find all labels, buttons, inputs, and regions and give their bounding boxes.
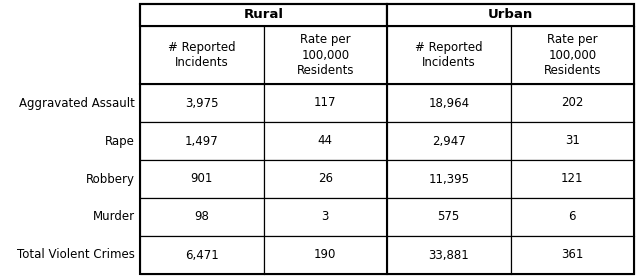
Text: 202: 202	[561, 97, 584, 110]
Text: Rural: Rural	[243, 9, 284, 22]
Text: 33,881: 33,881	[428, 248, 469, 261]
Text: # Reported
Incidents: # Reported Incidents	[415, 41, 483, 69]
Text: 117: 117	[314, 97, 337, 110]
Text: Aggravated Assault: Aggravated Assault	[19, 97, 135, 110]
Text: Rate per
100,000
Residents: Rate per 100,000 Residents	[296, 33, 354, 76]
Bar	[140, 26, 264, 84]
Text: 31: 31	[565, 134, 580, 147]
Bar	[387, 236, 511, 274]
Bar	[264, 198, 387, 236]
Text: 6,471: 6,471	[185, 248, 219, 261]
Bar	[140, 84, 264, 122]
Bar	[264, 84, 387, 122]
Bar	[511, 236, 634, 274]
Text: 26: 26	[317, 172, 333, 185]
Text: Robbery: Robbery	[86, 172, 135, 185]
Bar	[264, 122, 387, 160]
Bar	[264, 236, 387, 274]
Text: Rape: Rape	[105, 134, 135, 147]
Bar	[387, 198, 511, 236]
Text: 901: 901	[191, 172, 213, 185]
Bar	[140, 198, 264, 236]
Bar	[511, 84, 634, 122]
Text: 2,947: 2,947	[432, 134, 466, 147]
Text: Urban: Urban	[488, 9, 533, 22]
Bar	[511, 26, 634, 84]
Bar	[140, 160, 264, 198]
Text: 1,497: 1,497	[185, 134, 219, 147]
Text: 361: 361	[561, 248, 584, 261]
Bar	[387, 84, 511, 122]
Bar	[264, 26, 387, 84]
Bar	[511, 160, 634, 198]
Bar	[511, 122, 634, 160]
Text: 98: 98	[195, 211, 209, 224]
Text: # Reported
Incidents: # Reported Incidents	[168, 41, 236, 69]
Text: Rate per
100,000
Residents: Rate per 100,000 Residents	[543, 33, 601, 76]
Bar	[387, 4, 634, 26]
Text: 18,964: 18,964	[428, 97, 469, 110]
Text: 6: 6	[568, 211, 576, 224]
Bar	[511, 198, 634, 236]
Bar	[140, 4, 634, 274]
Text: Murder: Murder	[93, 211, 135, 224]
Text: Total Violent Crimes: Total Violent Crimes	[17, 248, 135, 261]
Text: 121: 121	[561, 172, 584, 185]
Bar	[140, 4, 387, 26]
Text: 190: 190	[314, 248, 337, 261]
Bar	[140, 122, 264, 160]
Text: 3,975: 3,975	[185, 97, 218, 110]
Bar	[387, 122, 511, 160]
Bar	[264, 160, 387, 198]
Text: 575: 575	[438, 211, 460, 224]
Bar	[140, 236, 264, 274]
Bar	[387, 160, 511, 198]
Text: 44: 44	[317, 134, 333, 147]
Bar	[387, 26, 511, 84]
Text: 3: 3	[321, 211, 329, 224]
Text: 11,395: 11,395	[428, 172, 469, 185]
